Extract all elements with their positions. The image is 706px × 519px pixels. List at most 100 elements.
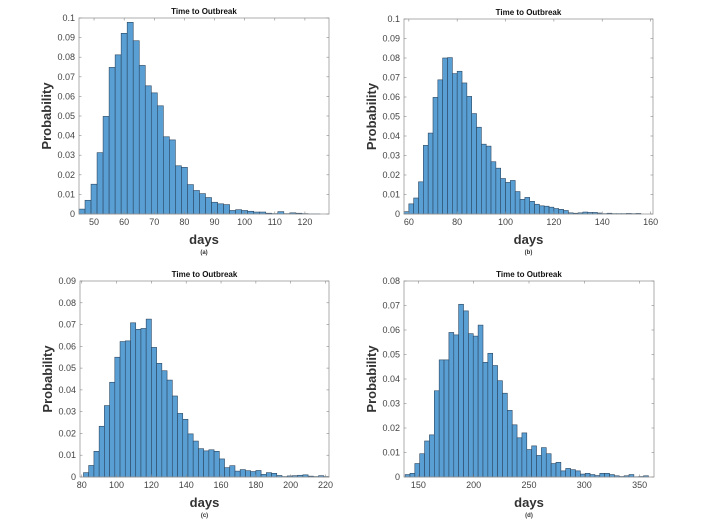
histogram-bar <box>419 453 425 478</box>
x-tick-label: 220 <box>318 480 333 490</box>
histogram-bar <box>510 180 516 215</box>
y-tick-label: 0.03 <box>58 407 76 417</box>
histogram-bar <box>161 370 168 478</box>
histogram-bar <box>224 467 231 478</box>
chart-title: Time to Outbreak <box>496 8 562 17</box>
histogram-bar <box>187 433 194 478</box>
axes-box <box>79 280 330 478</box>
histogram-bar <box>102 116 110 215</box>
y-tick-label: 0.03 <box>57 150 75 160</box>
chart-title: Time to Outbreak <box>171 7 237 16</box>
histogram-bar <box>570 469 576 478</box>
histogram-bar <box>563 210 569 215</box>
histogram-bar <box>529 201 535 215</box>
histogram-bar <box>109 381 116 478</box>
histogram-bar <box>495 167 501 215</box>
histogram-bar <box>208 449 215 478</box>
y-tick-label: 0.01 <box>57 189 75 199</box>
histogram-bar <box>234 470 241 478</box>
histogram-bar <box>83 472 90 478</box>
histogram-bar <box>151 347 157 478</box>
y-tick-label: 0.01 <box>58 450 76 460</box>
x-tick-label: 160 <box>214 480 229 490</box>
histogram-bar <box>229 210 236 215</box>
subplot-b: 60 80 100 120 140 160 0 0.01 0.02 0.03 0.04 0.05 0.0… <box>364 8 658 256</box>
histogram-bar <box>604 473 610 478</box>
y-tick-label: 0.1 <box>387 14 400 24</box>
x-tick-label: 300 <box>577 480 592 490</box>
histogram-bar <box>247 210 254 215</box>
histogram-bar <box>477 324 484 478</box>
x-tick-label: 100 <box>109 480 124 490</box>
x-tick-label: 60 <box>119 217 129 227</box>
y-tick-label: 0.01 <box>382 448 400 458</box>
histogram-bar <box>458 303 464 478</box>
y-tick-label: 0.02 <box>57 170 75 180</box>
x-tick-label: 100 <box>237 217 252 227</box>
x-tick-label: 60 <box>404 217 414 227</box>
histogram-bar <box>548 206 555 215</box>
histogram-bar <box>545 453 552 478</box>
chart-title: Time to Outbreak <box>172 270 238 279</box>
histogram-bar <box>526 449 532 478</box>
y-tick-label: 0.08 <box>382 276 400 286</box>
y-tick-label: 0.05 <box>382 350 400 360</box>
histogram-bar <box>519 199 526 215</box>
histogram-bar <box>472 335 479 478</box>
histogram-bar <box>438 359 445 478</box>
histogram-bar <box>456 70 463 215</box>
y-tick-label: 0 <box>395 472 400 482</box>
histogram-bar <box>198 448 204 478</box>
y-tick-label: 0.05 <box>58 363 76 373</box>
histogram-bar <box>245 470 251 478</box>
chart-title: Time to Outbreak <box>496 270 562 279</box>
y-tick-label: 0.05 <box>382 112 400 122</box>
histogram-bar <box>448 332 455 478</box>
histogram-bar <box>555 461 562 478</box>
y-tick-label: 0.02 <box>382 423 400 433</box>
histogram-bar <box>132 40 140 215</box>
histogram-bar <box>505 182 511 215</box>
histogram-bar <box>90 183 98 215</box>
histogram-bar <box>575 470 581 478</box>
histogram-bar <box>124 340 131 478</box>
histogram-bar <box>453 334 459 478</box>
histogram-bar <box>169 139 176 215</box>
histogram-bar <box>514 191 521 215</box>
histogram-bar <box>104 405 110 478</box>
subplot-d: 150 200 250 300 350 0 0.01 0.02 0.03 0.04 0.05 0.06… <box>364 270 655 519</box>
y-tick-label: 0.07 <box>57 72 75 82</box>
histogram-bar <box>203 450 210 478</box>
y-tick-label: 0.07 <box>58 320 76 330</box>
histogram-bar <box>516 437 523 478</box>
x-axis-label: days <box>189 232 219 247</box>
histogram-bar <box>531 445 537 478</box>
y-tick-label: 0.06 <box>58 341 76 351</box>
histogram-bar <box>108 67 116 215</box>
x-tick-label: 200 <box>283 480 298 490</box>
histogram-bar <box>223 204 230 215</box>
x-tick-label: 80 <box>77 480 87 490</box>
x-tick-label: 250 <box>521 480 536 490</box>
histogram-bar <box>219 458 225 478</box>
histogram-bar <box>140 328 147 478</box>
histogram-bar <box>432 97 439 215</box>
histogram-bar <box>558 209 564 215</box>
histogram-bar <box>119 341 126 478</box>
histogram-bar <box>229 465 236 478</box>
histogram-bar <box>93 451 100 478</box>
y-tick-label: 0.07 <box>382 301 400 311</box>
histogram-bar <box>437 79 443 215</box>
histogram-bar <box>145 318 152 478</box>
x-tick-label: 70 <box>149 217 159 227</box>
histogram-bar <box>96 152 104 215</box>
y-tick-label: 0 <box>395 209 400 219</box>
x-axis-label: days <box>514 232 544 247</box>
subplot-a: 50 60 70 80 90 100 110 120 0 0.01 0.02 0.03 0.04 0.05… <box>39 7 330 256</box>
y-tick-label: 0.06 <box>382 325 400 335</box>
histogram-bar <box>120 32 128 215</box>
y-axis-label: Probability <box>39 82 54 150</box>
x-tick-label: 150 <box>411 480 426 490</box>
histogram-bar <box>452 73 458 215</box>
